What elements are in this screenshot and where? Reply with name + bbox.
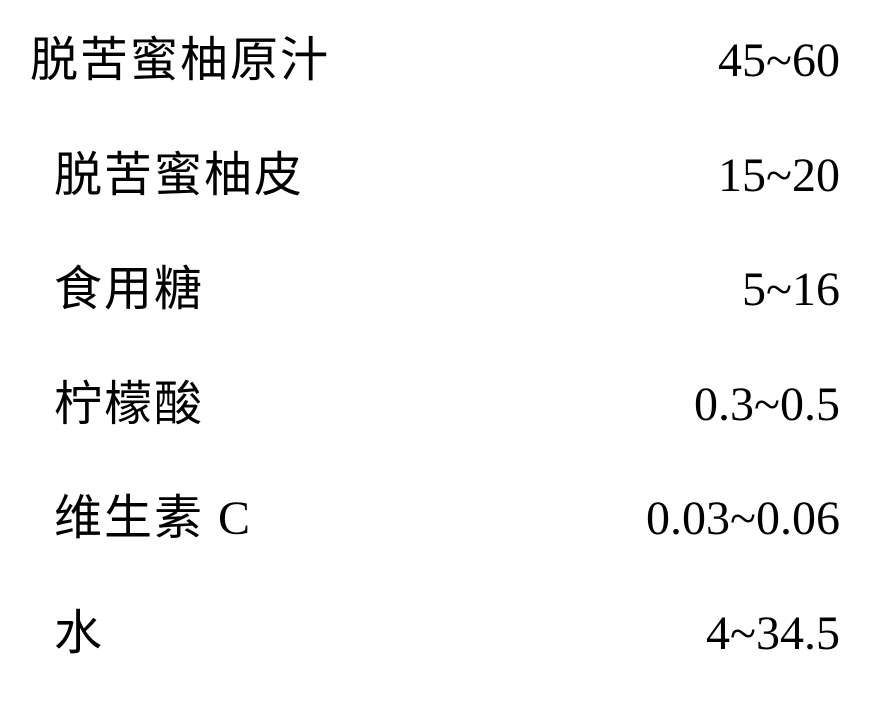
ingredient-value: 0.03~0.06 — [646, 491, 840, 546]
ingredient-label: 脱苦蜜柚皮 — [30, 135, 304, 205]
table-row: 食用糖 5~16 — [30, 249, 840, 359]
ingredient-label: 维生素 C — [30, 478, 252, 548]
ingredient-label: 水 — [30, 593, 104, 663]
ingredient-value: 45~60 — [718, 33, 840, 88]
ingredient-value: 5~16 — [742, 262, 840, 317]
ingredient-table: 脱苦蜜柚原汁 45~60 脱苦蜜柚皮 15~20 食用糖 5~16 柠檬酸 0.… — [0, 0, 880, 723]
table-row: 水 4~34.5 — [30, 593, 840, 703]
ingredient-label: 食用糖 — [30, 249, 204, 319]
ingredient-value: 0.3~0.5 — [694, 377, 840, 432]
ingredient-label: 柠檬酸 — [30, 364, 204, 434]
ingredient-value: 4~34.5 — [706, 606, 840, 661]
table-row: 脱苦蜜柚原汁 45~60 — [30, 20, 840, 130]
table-row: 维生素 C 0.03~0.06 — [30, 478, 840, 588]
table-row: 柠檬酸 0.3~0.5 — [30, 364, 840, 474]
ingredient-value: 15~20 — [718, 148, 840, 203]
ingredient-label: 脱苦蜜柚原汁 — [30, 20, 330, 90]
table-row: 脱苦蜜柚皮 15~20 — [30, 135, 840, 245]
